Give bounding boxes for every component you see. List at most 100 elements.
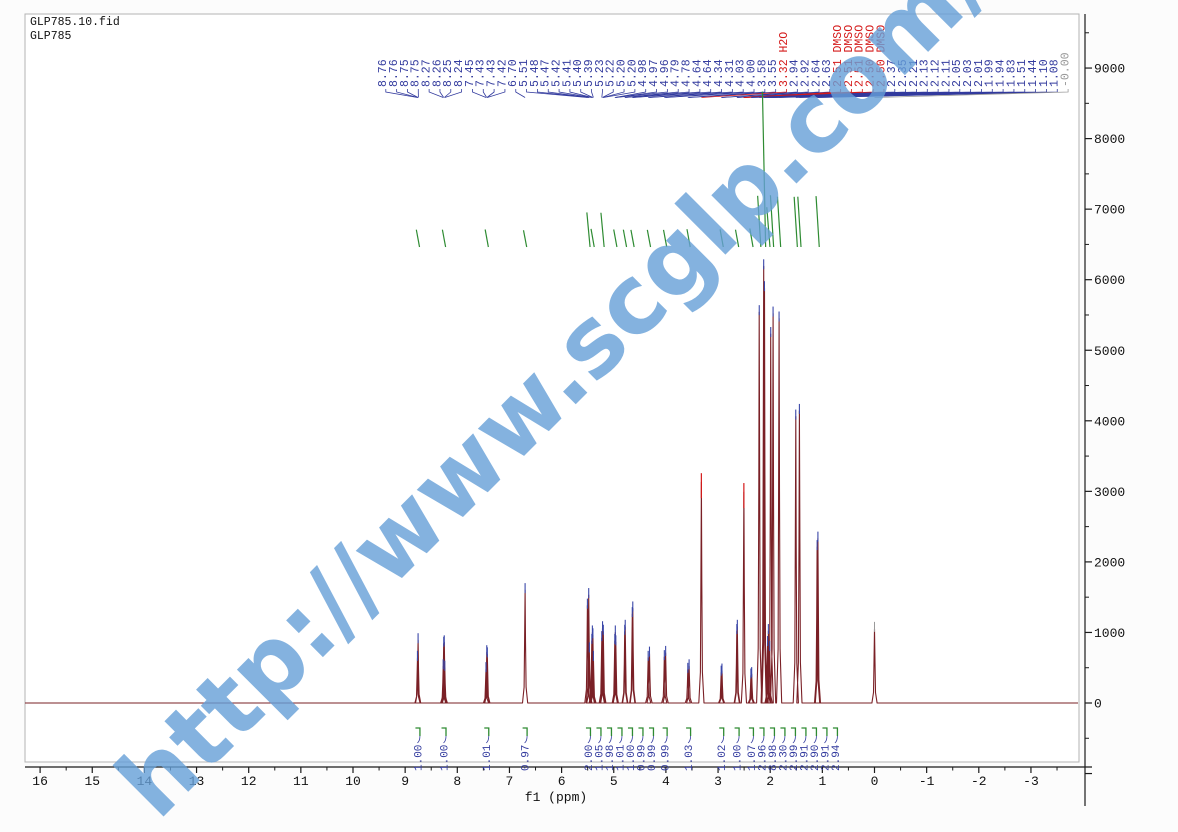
integral-curve-mark <box>600 212 605 248</box>
integral-leader <box>417 735 421 744</box>
peak-label: 1.08 <box>1049 59 1062 87</box>
peak-label: 8.76 <box>377 59 390 87</box>
peak-label: 2.12 <box>930 59 943 87</box>
peak-pick-labels: 8.768.768.758.758.278.268.258.247.457.43… <box>377 25 1072 98</box>
peak-label: 7.43 <box>486 59 499 87</box>
integral-curve-mark <box>586 212 591 248</box>
integral-bracket <box>822 727 828 736</box>
peak-label-leader <box>487 89 506 98</box>
integral-leader <box>824 735 828 744</box>
integral-leader <box>687 735 691 744</box>
x-tick-label: 3 <box>714 774 722 789</box>
integral-value: 1.00 <box>413 745 425 771</box>
integral-bracket <box>596 727 602 736</box>
integral-leader <box>750 735 754 744</box>
peak-label-leader <box>526 89 588 98</box>
integral-leader <box>485 735 490 744</box>
peak-label-leader <box>580 89 594 98</box>
integral-curve-mark <box>761 91 767 248</box>
integral-curve-mark <box>662 229 668 248</box>
peak-label: 5.22 <box>605 59 618 87</box>
x-axis-title: f1 (ppm) <box>525 790 587 805</box>
integral-value: 0.97 <box>520 745 532 771</box>
peak-label-leader <box>537 89 589 98</box>
integral-bracket <box>617 727 623 736</box>
peak-label-leader <box>439 89 445 98</box>
peak-label-leader <box>689 89 777 98</box>
integral-curve-mark <box>590 228 595 248</box>
peak-label: 5.39 <box>583 59 596 87</box>
integral-bracket <box>606 727 613 736</box>
peak-label: 2.51 DMSO <box>854 25 867 87</box>
peak-label-leader <box>482 89 488 98</box>
integral-value: 1.00 <box>626 745 638 771</box>
peak-label: 2.13 <box>919 59 932 87</box>
peak-label: 2.05 <box>951 59 964 87</box>
peak-label-leader <box>615 89 657 98</box>
peak-label: 3.32 H2O <box>778 32 791 87</box>
peak-label: 2.35 <box>897 59 910 87</box>
peak-label: 2.37 <box>886 59 899 87</box>
peak-label-leader <box>558 89 592 98</box>
y-tick-label: 2000 <box>1094 555 1125 570</box>
integral-curve-mark <box>415 229 421 248</box>
x-tick-label: 6 <box>558 774 566 789</box>
peak-label-leader <box>444 89 452 98</box>
integral-bracket <box>734 727 740 736</box>
plot-frame <box>24 13 1080 763</box>
peak-label: 5.41 <box>561 59 574 87</box>
peak-label: 4.97 <box>648 59 661 87</box>
integral-value: 2.91 <box>799 744 811 771</box>
integral-leader <box>598 735 602 744</box>
integral-leader <box>608 735 612 744</box>
integral-value: 1.05 <box>594 745 606 771</box>
x-tick-label: 1 <box>818 774 826 789</box>
integral-value: 1.03 <box>684 745 696 771</box>
integral-bracket <box>811 727 818 736</box>
peak-label: 1.44 <box>1027 59 1040 87</box>
peak-label: -0.00 <box>1059 52 1072 87</box>
peak-label-leader <box>472 89 487 98</box>
integral-curve-mark <box>769 195 775 248</box>
y-tick-label: 4000 <box>1094 414 1125 429</box>
x-tick-label: 0 <box>871 774 879 789</box>
peak-label: 2.92 <box>800 59 813 87</box>
peak-label-leader <box>569 89 593 98</box>
integral-curve-marks <box>415 91 820 248</box>
integral-bracket <box>801 727 807 736</box>
integral-bracket <box>441 727 447 736</box>
integral-value: 0.99 <box>647 745 659 771</box>
peak-label-leader <box>385 89 418 98</box>
integral-bracket <box>832 727 839 736</box>
integral-value: 1.98 <box>605 745 617 771</box>
integral-value: 0.99 <box>636 745 648 771</box>
peak-label: 2.51 DMSO <box>843 25 856 87</box>
x-tick-label: -1 <box>919 774 935 789</box>
integral-value: 1.02 <box>717 745 729 771</box>
peak-label: 1.99 <box>984 59 997 87</box>
x-tick-label: 9 <box>401 774 409 789</box>
peak-label: 1.51 <box>1016 59 1029 87</box>
integral-bracket <box>662 727 668 736</box>
integral-value: 2.99 <box>789 745 801 771</box>
peak-label: 6.70 <box>507 59 520 87</box>
integral-bracket <box>686 727 692 736</box>
integral-curve-mark <box>815 196 820 248</box>
peak-label-leader <box>701 89 787 98</box>
peak-label: 4.78 <box>680 59 693 87</box>
integral-curve-mark <box>719 229 724 248</box>
integral-curve-mark <box>734 229 740 248</box>
peak-label-leader <box>665 89 755 98</box>
peak-label-leader <box>602 89 625 98</box>
peak-label: 4.98 <box>637 59 650 87</box>
peak-label: 1.94 <box>995 59 1008 87</box>
integral-bracket <box>748 727 755 736</box>
integral-leader <box>443 735 447 744</box>
peak-pick-marks <box>416 259 875 679</box>
peak-label: 1.83 <box>1005 59 1018 87</box>
integral-bracket <box>638 727 644 736</box>
peak-label-leader <box>603 89 636 98</box>
peak-label-leader <box>602 89 614 98</box>
